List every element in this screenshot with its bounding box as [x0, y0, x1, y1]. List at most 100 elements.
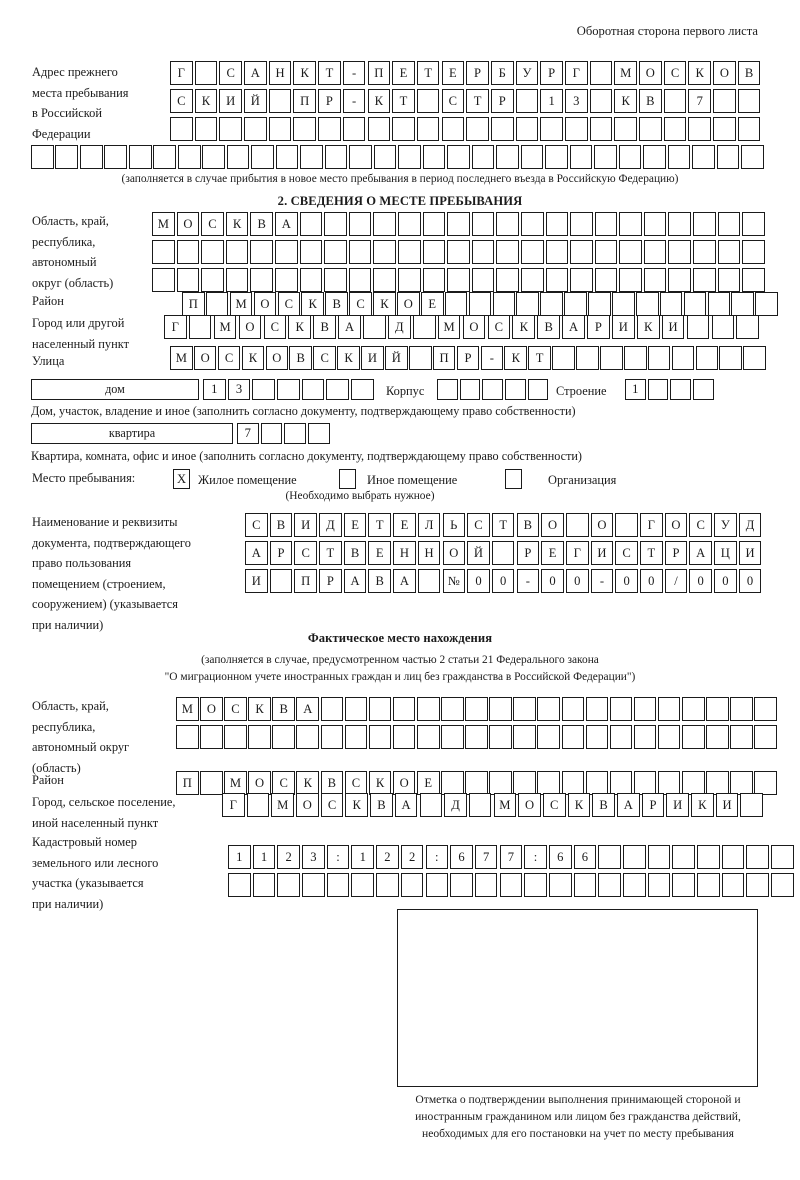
- char-cell[interactable]: [573, 873, 597, 897]
- char-cell[interactable]: [320, 725, 344, 749]
- char-cell[interactable]: М: [152, 212, 175, 236]
- char-cell[interactable]: [513, 697, 536, 721]
- char-cell[interactable]: Е: [420, 292, 444, 316]
- char-cell[interactable]: Р: [466, 61, 489, 85]
- char-cell[interactable]: К: [241, 346, 265, 370]
- char-cell[interactable]: 1: [625, 379, 646, 400]
- char-cell[interactable]: Р: [269, 541, 293, 565]
- char-cell[interactable]: [585, 771, 609, 795]
- char-cell[interactable]: [447, 268, 470, 292]
- char-cell[interactable]: В: [370, 793, 393, 817]
- actual-region-row-2[interactable]: [176, 725, 778, 749]
- char-cell[interactable]: [471, 268, 495, 292]
- char-cell[interactable]: [293, 117, 317, 141]
- char-cell[interactable]: [545, 145, 568, 169]
- char-cell[interactable]: Р: [664, 541, 688, 565]
- char-cell[interactable]: [251, 145, 274, 169]
- char-cell[interactable]: [419, 793, 443, 817]
- char-cell[interactable]: [623, 845, 646, 869]
- char-cell[interactable]: 0: [738, 569, 762, 593]
- char-cell[interactable]: [540, 292, 563, 316]
- char-cell[interactable]: [697, 873, 720, 897]
- char-cell[interactable]: :: [425, 845, 449, 869]
- char-cell[interactable]: 0: [615, 569, 638, 593]
- char-cell[interactable]: [422, 268, 446, 292]
- char-cell[interactable]: [128, 145, 152, 169]
- char-cell[interactable]: [754, 725, 777, 749]
- char-cell[interactable]: [693, 240, 716, 264]
- char-cell[interactable]: К: [288, 315, 312, 339]
- char-cell[interactable]: [152, 240, 175, 264]
- char-cell[interactable]: [376, 873, 399, 897]
- char-cell[interactable]: [594, 240, 618, 264]
- char-cell[interactable]: [545, 212, 569, 236]
- char-cell[interactable]: [300, 145, 323, 169]
- char-cell[interactable]: [499, 873, 523, 897]
- char-cell[interactable]: К: [301, 292, 325, 316]
- char-cell[interactable]: Р: [319, 569, 342, 593]
- char-cell[interactable]: С: [272, 771, 295, 795]
- char-cell[interactable]: С: [689, 513, 712, 537]
- char-cell[interactable]: [441, 771, 464, 795]
- char-cell[interactable]: [367, 117, 391, 141]
- char-cell[interactable]: -: [590, 569, 614, 593]
- char-cell[interactable]: В: [737, 61, 761, 85]
- char-cell[interactable]: [468, 793, 492, 817]
- char-cell[interactable]: [422, 145, 446, 169]
- char-cell[interactable]: [176, 268, 200, 292]
- char-cell[interactable]: [228, 873, 251, 897]
- char-cell[interactable]: [252, 379, 275, 400]
- char-cell[interactable]: [659, 292, 683, 316]
- char-cell[interactable]: [348, 240, 372, 264]
- char-cell[interactable]: 7: [237, 423, 259, 444]
- char-cell[interactable]: К: [345, 793, 369, 817]
- cadastral-row-2[interactable]: [228, 873, 796, 897]
- char-cell[interactable]: Б: [490, 61, 514, 85]
- char-cell[interactable]: [737, 89, 761, 113]
- char-cell[interactable]: [447, 145, 470, 169]
- char-cell[interactable]: К: [614, 89, 637, 113]
- char-cell[interactable]: [425, 873, 449, 897]
- char-cell[interactable]: М: [437, 315, 461, 339]
- char-cell[interactable]: В: [313, 315, 336, 339]
- char-cell[interactable]: [397, 268, 421, 292]
- char-cell[interactable]: [468, 292, 492, 316]
- char-cell[interactable]: [668, 268, 692, 292]
- char-cell[interactable]: С: [441, 89, 465, 113]
- char-cell[interactable]: 1: [203, 379, 226, 400]
- char-cell[interactable]: [657, 697, 681, 721]
- char-cell[interactable]: О: [518, 793, 541, 817]
- char-cell[interactable]: [545, 268, 569, 292]
- char-cell[interactable]: Р: [641, 793, 665, 817]
- char-cell[interactable]: У: [714, 513, 737, 537]
- char-cell[interactable]: [570, 268, 593, 292]
- previous-address-row-3[interactable]: [170, 117, 763, 141]
- char-cell[interactable]: 7: [474, 845, 498, 869]
- char-cell[interactable]: А: [338, 315, 361, 339]
- char-cell[interactable]: [585, 725, 609, 749]
- char-cell[interactable]: С: [277, 292, 301, 316]
- char-cell[interactable]: [537, 771, 560, 795]
- char-cell[interactable]: М: [614, 61, 637, 85]
- char-cell[interactable]: [609, 771, 633, 795]
- char-cell[interactable]: [755, 292, 778, 316]
- char-cell[interactable]: [466, 117, 489, 141]
- char-cell[interactable]: [301, 379, 325, 400]
- char-cell[interactable]: [260, 423, 283, 444]
- char-cell[interactable]: [250, 240, 273, 264]
- char-cell[interactable]: М: [170, 346, 193, 370]
- char-cell[interactable]: [324, 145, 348, 169]
- char-cell[interactable]: М: [271, 793, 294, 817]
- char-cell[interactable]: В: [325, 292, 348, 316]
- char-cell[interactable]: [284, 423, 306, 444]
- region-row-3[interactable]: [152, 268, 767, 292]
- char-cell[interactable]: [618, 145, 642, 169]
- char-cell[interactable]: [79, 145, 103, 169]
- char-cell[interactable]: Г: [565, 61, 588, 85]
- char-cell[interactable]: [754, 697, 777, 721]
- char-cell[interactable]: [643, 268, 667, 292]
- char-cell[interactable]: С: [320, 793, 344, 817]
- char-cell[interactable]: П: [293, 89, 317, 113]
